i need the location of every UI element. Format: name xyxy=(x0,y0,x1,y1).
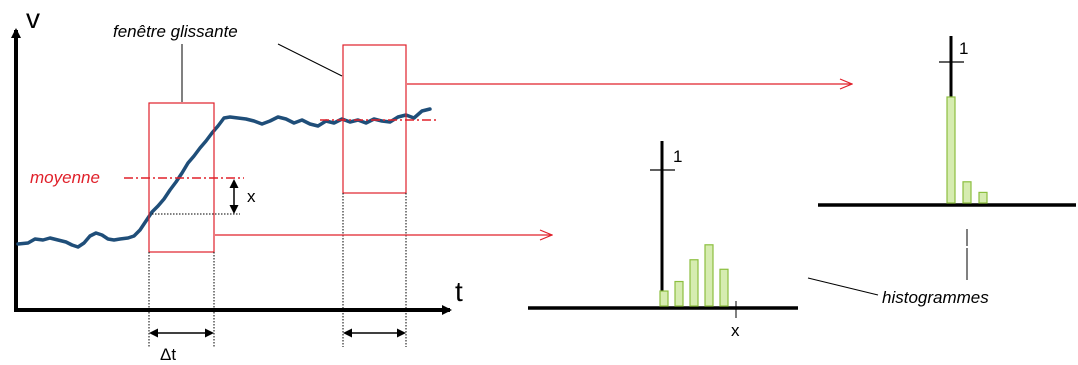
histogram-2-bar-1 xyxy=(946,96,956,204)
histogram-1-x-label: x xyxy=(731,321,740,340)
sliding-window-label: fenêtre glissante xyxy=(113,22,238,41)
histogram-1-unit-label: 1 xyxy=(673,147,682,166)
histogram-1-bar-5 xyxy=(719,268,729,307)
x-offset-label: x xyxy=(247,187,256,206)
histogram-2-bars xyxy=(946,96,988,204)
histogram-1-bar-1 xyxy=(659,290,669,307)
histogram-1-bar-3 xyxy=(689,259,699,307)
delta-t-label: Δt xyxy=(160,345,176,364)
t-axis-label: t xyxy=(455,276,463,307)
histogram-1-bars xyxy=(659,244,729,307)
signal-curve xyxy=(16,107,432,249)
histograms-label: histogrammes xyxy=(882,288,989,307)
histogram-1-bar-2 xyxy=(674,280,684,307)
histogram-1-bar-4 xyxy=(704,244,714,307)
histogram-2-bar-3 xyxy=(978,191,988,204)
histogram-2-unit-label: 1 xyxy=(959,39,968,58)
mean-label: moyenne xyxy=(30,168,100,187)
histograms-leader-1 xyxy=(807,277,879,296)
histogram-2-bar-2 xyxy=(962,181,972,204)
window-label-leader-2 xyxy=(277,43,343,77)
v-axis-label: v xyxy=(26,3,40,34)
sliding-window-2 xyxy=(342,44,407,194)
